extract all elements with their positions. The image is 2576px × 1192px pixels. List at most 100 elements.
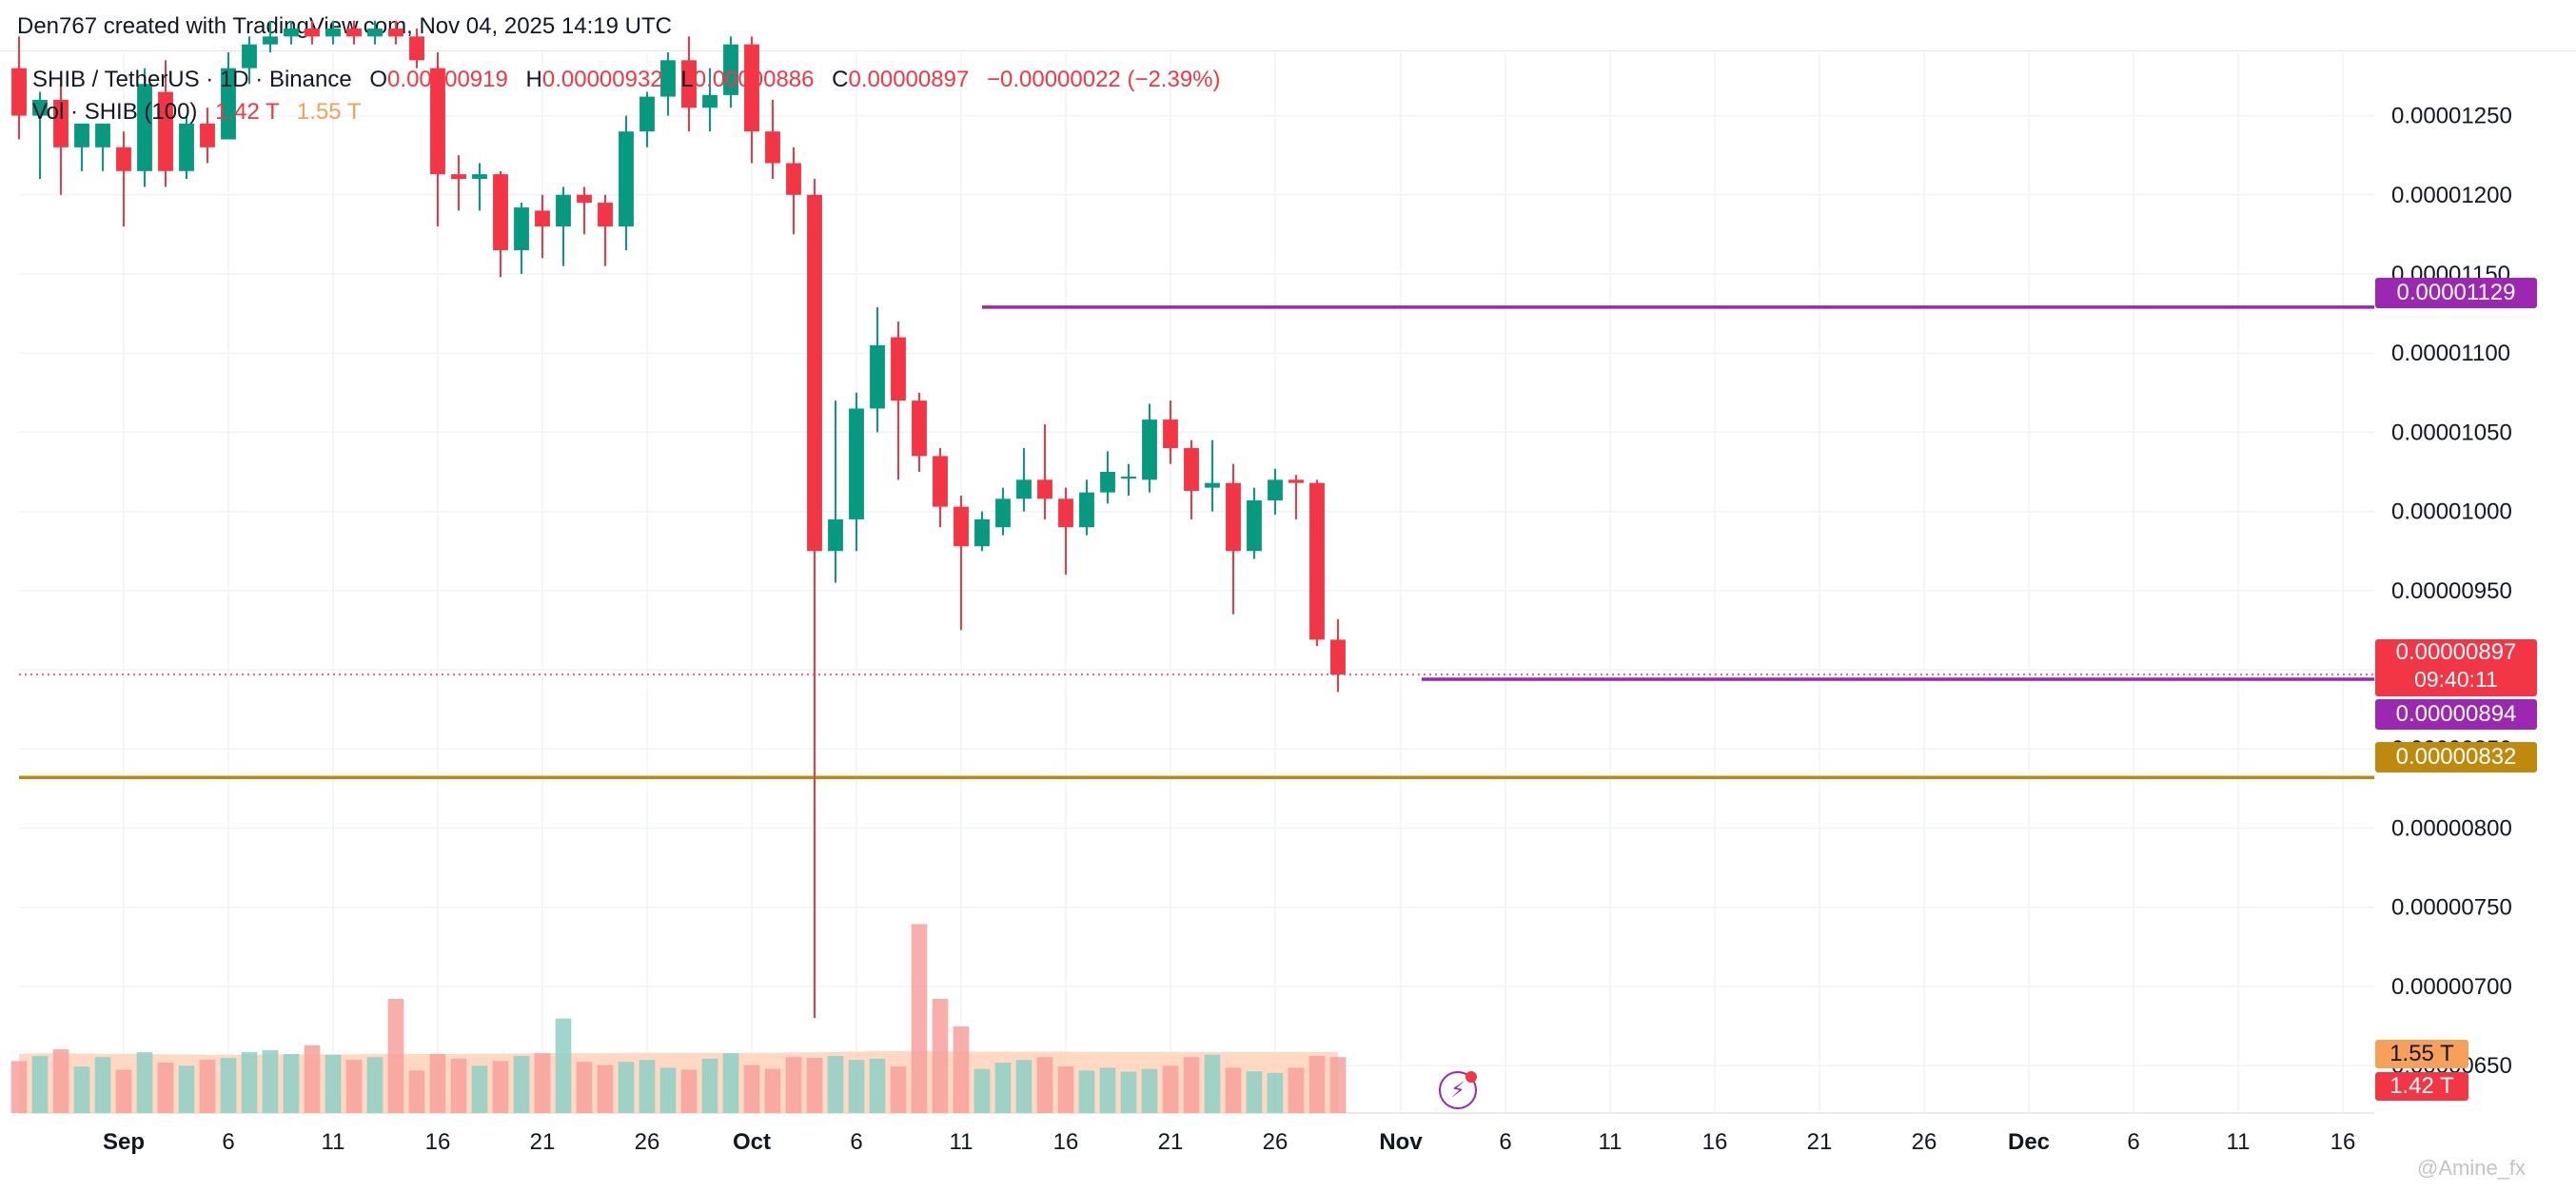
volume-bar [659,1067,677,1113]
volume-bar [1204,1054,1221,1113]
candle-body [912,401,927,457]
support-price-label: 0.00000894 [2375,699,2537,730]
legend-symbol[interactable]: SHIB / TetherUS · 1D · Binance [32,67,352,92]
volume-ma-area [19,1051,1338,1113]
volume-bar [555,1018,572,1113]
volume-bar [220,1058,237,1113]
volume-bar [1057,1066,1074,1113]
candle-body [723,44,738,95]
notification-dot [1465,1071,1477,1083]
candle-body [430,68,445,175]
legend-change: −0.00000022 (−2.39%) [986,67,1221,92]
volume-bar [827,1056,844,1113]
candle-body [95,123,110,147]
price-axis: 0.000012500.000012000.000011500.00001100… [2391,104,2512,1080]
x-tick-label: 16 [2330,1129,2356,1155]
candle-body [870,344,885,409]
candle-body [933,456,948,507]
volume-legend-value: 1.42 T [215,99,280,125]
volume-bar [304,1045,321,1113]
candle-body [954,506,969,547]
candle-body [1079,492,1094,528]
y-tick-label: 0.00001250 [2391,104,2512,129]
candle-body [828,518,843,552]
volume-bar [639,1060,656,1113]
volume-bar [994,1063,1012,1113]
volume-bar [31,1056,49,1113]
candle-body [1142,420,1157,480]
volume-bar [1120,1071,1137,1113]
volume-legend-label[interactable]: Vol · SHIB (100) [32,99,198,125]
volume-bar [1288,1067,1305,1113]
x-tick-label: 11 [322,1129,345,1155]
volume-bar [1078,1070,1095,1113]
volume-bar [1141,1068,1158,1113]
legend-high-label: H [525,67,542,92]
candle-body [1016,479,1032,499]
candle-body [137,84,152,171]
candle-body [535,210,550,227]
candle-body [409,36,424,61]
volume-bar [911,924,928,1113]
candle-body [11,68,27,116]
volume-bar [73,1066,90,1113]
candle-body [116,147,131,171]
volume-bar [1015,1060,1032,1113]
candle-body [1309,482,1325,640]
candle-body [974,518,990,547]
candle-body [807,194,822,552]
volume-pane [10,924,1347,1113]
x-tick-label: 16 [425,1129,451,1155]
candle-body [472,174,487,180]
x-tick-label: 21 [1158,1129,1184,1155]
volume-bar [492,1061,509,1113]
candle-body [305,29,320,37]
volume-bar [722,1053,739,1113]
x-tick-label: 6 [850,1129,862,1155]
candle-body [660,60,676,97]
candle-body [556,194,571,227]
candle-body [849,408,864,519]
x-tick-label: 11 [1599,1129,1622,1155]
legend-open-label: O [369,67,388,92]
chart-grid [19,52,2374,1114]
horizontal-lines [19,305,2374,779]
volume-bar [115,1069,132,1113]
volume-bar [1162,1065,1179,1113]
candle-body [1184,448,1199,491]
candle-body [263,36,278,45]
candle-body [200,123,215,147]
y-tick-label: 0.00000700 [2391,974,2512,1000]
volume-bar [387,999,404,1113]
y-tick-label: 0.00001100 [2391,341,2510,366]
volume-bar [1308,1056,1326,1113]
candle-body [577,194,592,204]
volume-bar [764,1068,781,1113]
x-tick-label: 26 [635,1129,660,1155]
legend-close-label: C [832,67,849,92]
volume-bar [1036,1057,1053,1113]
candle-body [514,207,529,251]
lightning-icon[interactable]: ⚡ [1439,1071,1477,1109]
volume-bar [1267,1072,1284,1113]
volume-bar [1246,1071,1263,1113]
candle-body [619,131,634,227]
candle-body [1330,639,1346,675]
current-price-value: 0.00000897 [2395,639,2517,665]
candle-body [53,99,69,147]
volume-bar [953,1026,970,1113]
volume-bar [869,1058,886,1113]
volume-legend-ma: 1.55 T [296,99,362,125]
x-tick-label: 11 [2227,1129,2251,1155]
volume-bar [136,1051,153,1113]
volume-bar [1329,1057,1347,1113]
volume-bar [429,1053,446,1113]
volume-bar [408,1070,425,1113]
y-tick-label: 0.00001050 [2391,420,2512,445]
volume-bar [94,1057,111,1113]
candle-body [346,29,362,37]
candle-body [1268,479,1283,500]
volume-bar [52,1048,69,1113]
candle-body [1288,479,1304,483]
